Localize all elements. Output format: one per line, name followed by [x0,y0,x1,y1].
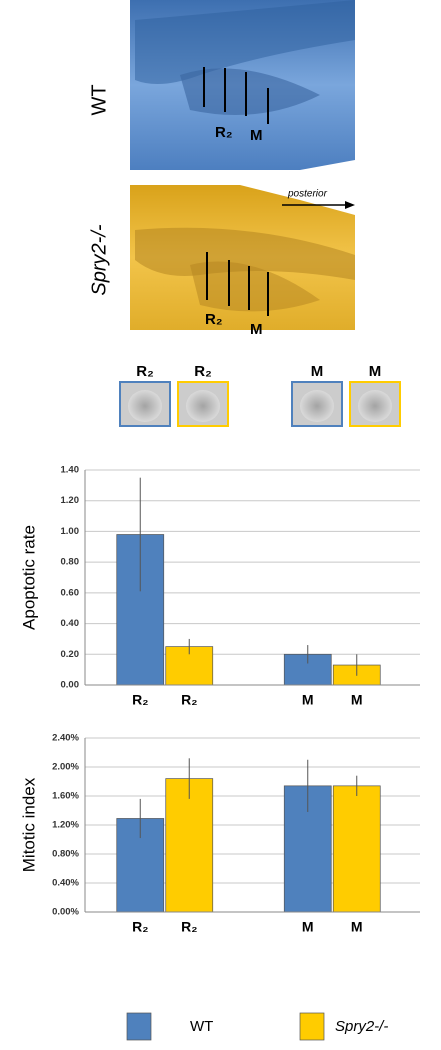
x-tick-label: M [302,919,314,935]
thumbnail-cell [300,390,334,422]
y-tick-label: 0.40 [61,618,80,629]
y-tick-label: 0.40% [52,878,79,889]
region-label: R₂ [215,124,233,141]
wt-image [130,0,355,170]
genotype-label: Spry2-/- [88,224,110,295]
y-tick-label: 1.20 [61,495,80,506]
arrow-label: posterior [287,189,328,200]
thumbnail-label: R₂ [136,363,154,380]
region-label: R₂ [205,311,223,328]
legend-label: WT [190,1018,213,1035]
legend-swatch [126,1012,152,1041]
legend-swatch [299,1012,325,1041]
x-tick-label: R₂ [181,919,197,935]
region-label: M [250,127,263,144]
thumbnail-label: M [311,363,324,380]
genotype-label: WT [88,84,110,115]
thumbnail-cell [186,390,220,422]
thumbnail-cell [128,390,162,422]
thumbnail-cell [358,390,392,422]
region-label: M [250,321,263,338]
y-tick-label: 1.20% [52,820,79,831]
y-axis-label: Mitotic index [19,777,38,872]
y-axis-label: Apoptotic rate [19,525,38,630]
x-tick-label: R₂ [132,692,148,708]
y-tick-label: 2.00% [52,762,79,773]
y-tick-label: 0.60 [61,587,80,598]
legend-label: Spry2-/- [335,1018,388,1035]
y-tick-label: 1.00 [61,526,80,537]
bar [332,785,381,913]
y-tick-label: 0.20 [61,649,80,660]
y-tick-label: 0.00% [52,907,79,918]
x-tick-label: R₂ [132,919,148,935]
y-tick-label: 1.40 [61,465,80,476]
bar [165,778,214,913]
x-tick-label: M [302,692,314,708]
thumbnail-label: M [369,363,382,380]
thumbnail-label: R₂ [194,363,212,380]
y-tick-label: 2.40% [52,733,79,744]
y-tick-label: 1.60% [52,791,79,802]
y-tick-label: 0.00 [61,680,80,691]
x-tick-label: M [351,692,363,708]
spry-image [130,185,355,330]
y-tick-label: 0.80% [52,849,79,860]
x-tick-label: M [351,919,363,935]
x-tick-label: R₂ [181,692,197,708]
y-tick-label: 0.80 [61,557,80,568]
